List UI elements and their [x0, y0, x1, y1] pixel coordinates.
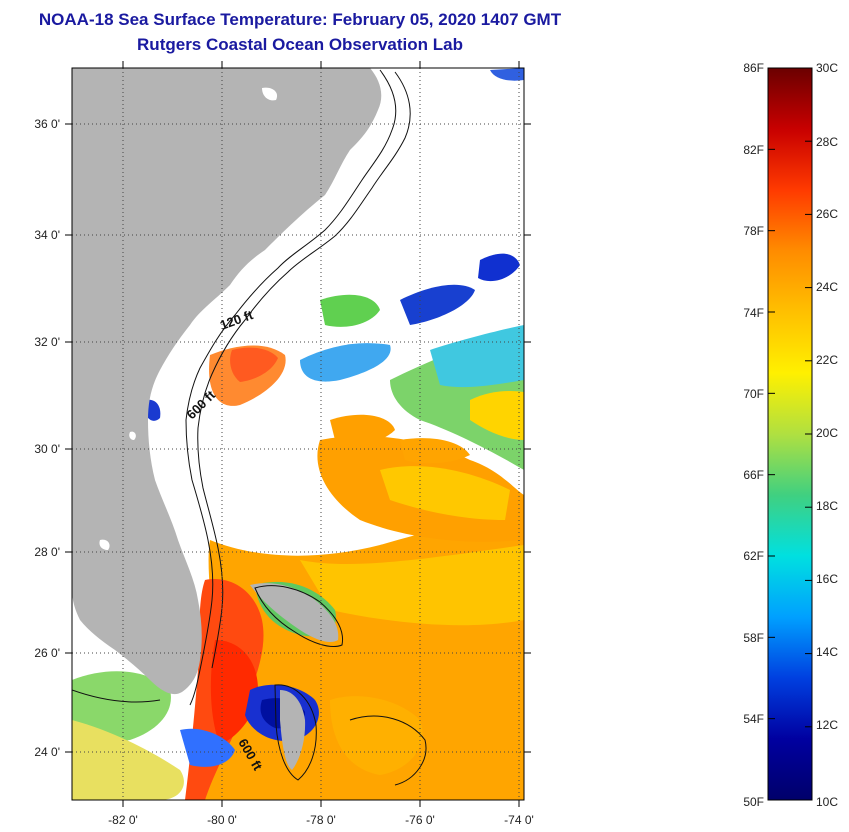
fahrenheit-label: 66F	[743, 468, 764, 482]
fahrenheit-label: 86F	[743, 61, 764, 75]
lon-label: -78 0'	[306, 813, 336, 827]
fahrenheit-label: 58F	[743, 631, 764, 645]
fahrenheit-label: 78F	[743, 224, 764, 238]
lon-label: -80 0'	[207, 813, 237, 827]
latitude-labels: 36 0' 34 0' 32 0' 30 0' 28 0' 26 0' 24 0…	[34, 117, 60, 759]
colorbar: 86F 82F 78F 74F 70F 66F 62F 58F 54F 50F …	[743, 61, 838, 809]
celsius-label: 30C	[816, 61, 838, 75]
celsius-label: 24C	[816, 280, 838, 294]
lon-label: -74 0'	[504, 813, 534, 827]
celsius-label: 28C	[816, 135, 838, 149]
lat-label: 26 0'	[34, 646, 60, 660]
fahrenheit-label: 74F	[743, 306, 764, 320]
celsius-label: 16C	[816, 572, 838, 586]
fahrenheit-label: 54F	[743, 712, 764, 726]
celsius-label: 20C	[816, 426, 838, 440]
lon-label: -76 0'	[405, 813, 435, 827]
fahrenheit-label: 82F	[743, 143, 764, 157]
colorbar-scale	[767, 67, 813, 801]
colorbar-f-ticks	[768, 67, 775, 801]
lat-label: 32 0'	[34, 335, 60, 349]
longitude-labels: -82 0' -80 0' -78 0' -76 0' -74 0'	[108, 813, 534, 827]
celsius-label: 22C	[816, 353, 838, 367]
celsius-label: 14C	[816, 645, 838, 659]
fahrenheit-label: 70F	[743, 387, 764, 401]
map-area: 120 ft 600 ft 600 ft	[72, 68, 524, 800]
celsius-label: 12C	[816, 718, 838, 732]
map-subtitle: Rutgers Coastal Ocean Observation Lab	[137, 35, 463, 54]
lat-label: 24 0'	[34, 745, 60, 759]
celsius-label: 26C	[816, 207, 838, 221]
map-frame	[71, 67, 525, 801]
colorbar-c-ticks	[805, 67, 812, 801]
lat-label: 28 0'	[34, 545, 60, 559]
fahrenheit-label: 50F	[743, 795, 764, 809]
map-title: NOAA-18 Sea Surface Temperature: Februar…	[38, 10, 562, 29]
lat-label: 36 0'	[34, 117, 60, 131]
lon-label: -82 0'	[108, 813, 138, 827]
axis-ticks	[65, 61, 531, 807]
lat-label: 34 0'	[34, 228, 60, 242]
land-mass	[72, 68, 382, 695]
celsius-label: 18C	[816, 499, 838, 513]
lat-lon-grid	[72, 68, 524, 800]
lat-label: 30 0'	[34, 442, 60, 456]
fahrenheit-label: 62F	[743, 549, 764, 563]
isobath-contours	[72, 69, 427, 786]
celsius-label: 10C	[816, 795, 838, 809]
